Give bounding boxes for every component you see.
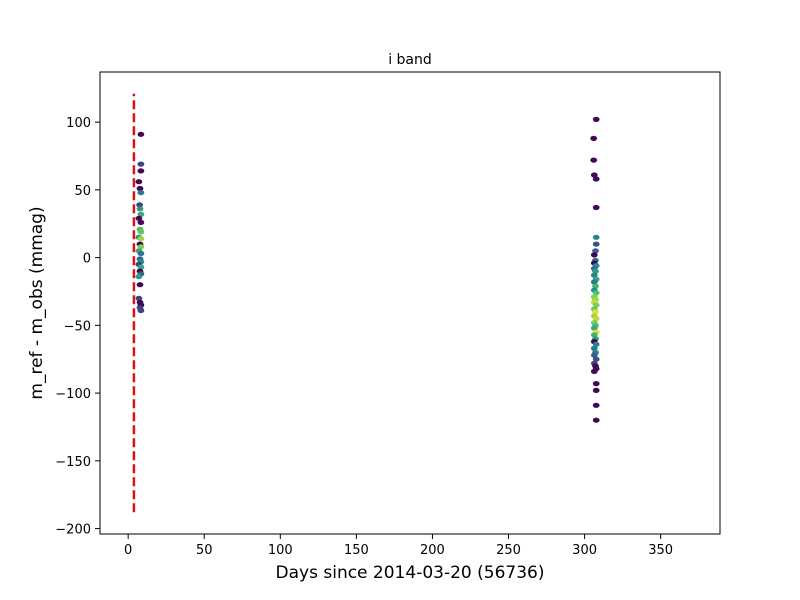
data-point bbox=[592, 387, 600, 393]
data-point bbox=[137, 250, 145, 257]
data-point bbox=[590, 252, 598, 258]
data-point bbox=[592, 268, 599, 274]
data-point bbox=[135, 215, 143, 221]
x-tick-label: 100 bbox=[268, 543, 293, 558]
data-point bbox=[590, 279, 598, 285]
data-point bbox=[592, 116, 600, 122]
data-point bbox=[590, 352, 598, 358]
data-point bbox=[592, 309, 599, 315]
data-point bbox=[137, 219, 145, 225]
data-point bbox=[592, 341, 600, 347]
y-tick-label: 0 bbox=[83, 252, 91, 267]
y-axis-title: m_ref - m_obs (mmag) bbox=[27, 206, 47, 399]
y-tick-label: −200 bbox=[55, 523, 91, 538]
data-point bbox=[135, 274, 143, 280]
data-point bbox=[137, 244, 145, 250]
data-point bbox=[592, 234, 600, 240]
data-point bbox=[137, 211, 145, 217]
data-point bbox=[590, 368, 598, 374]
data-point bbox=[592, 316, 600, 322]
x-tick-label: 0 bbox=[124, 543, 132, 558]
data-point bbox=[590, 332, 598, 338]
y-tick-label: −50 bbox=[64, 319, 91, 334]
data-point bbox=[590, 272, 598, 278]
x-tick-label: 200 bbox=[420, 543, 445, 558]
data-point bbox=[592, 204, 600, 211]
data-point bbox=[135, 179, 143, 185]
data-point bbox=[136, 206, 144, 212]
x-tick-label: 250 bbox=[496, 543, 521, 558]
x-axis-ticks: 0 50 100 150 200 250 300 350 bbox=[124, 534, 673, 558]
data-point bbox=[592, 176, 600, 182]
plot-title: i band bbox=[388, 52, 432, 68]
data-point bbox=[592, 417, 600, 423]
data-point bbox=[136, 202, 144, 208]
data-point bbox=[590, 325, 598, 331]
data-point bbox=[590, 135, 598, 141]
data-point bbox=[592, 356, 600, 362]
data-point bbox=[137, 131, 145, 137]
x-axis-title: Days since 2014-03-20 (56736) bbox=[276, 563, 545, 583]
data-point bbox=[590, 157, 598, 163]
x-tick-label: 300 bbox=[572, 543, 597, 558]
y-tick-label: 100 bbox=[66, 116, 91, 131]
y-axis-ticks: 100 50 0 −50 −100 −150 −200 bbox=[55, 116, 100, 538]
data-point bbox=[135, 295, 143, 301]
data-point bbox=[136, 282, 144, 288]
y-tick-label: −100 bbox=[55, 387, 91, 402]
data-point bbox=[592, 402, 600, 408]
data-point bbox=[137, 236, 145, 242]
y-tick-label: −150 bbox=[55, 455, 91, 470]
data-point bbox=[137, 190, 145, 196]
data-point bbox=[592, 302, 600, 308]
y-tick-label: 50 bbox=[74, 184, 91, 199]
data-point bbox=[137, 168, 145, 174]
data-point bbox=[592, 381, 600, 387]
data-point bbox=[592, 290, 600, 296]
data-point bbox=[137, 264, 145, 270]
x-tick-label: 50 bbox=[196, 543, 213, 558]
data-point bbox=[590, 172, 598, 178]
data-point bbox=[592, 283, 599, 289]
data-point bbox=[592, 241, 600, 247]
data-point bbox=[137, 229, 145, 235]
x-tick-label: 350 bbox=[648, 543, 673, 558]
x-tick-label: 150 bbox=[344, 543, 369, 558]
data-point bbox=[592, 248, 599, 254]
points-layer bbox=[135, 116, 600, 423]
data-point bbox=[137, 161, 145, 167]
data-point bbox=[590, 345, 598, 351]
data-point bbox=[137, 307, 145, 314]
plot-frame bbox=[99, 71, 721, 535]
data-point bbox=[136, 185, 144, 192]
